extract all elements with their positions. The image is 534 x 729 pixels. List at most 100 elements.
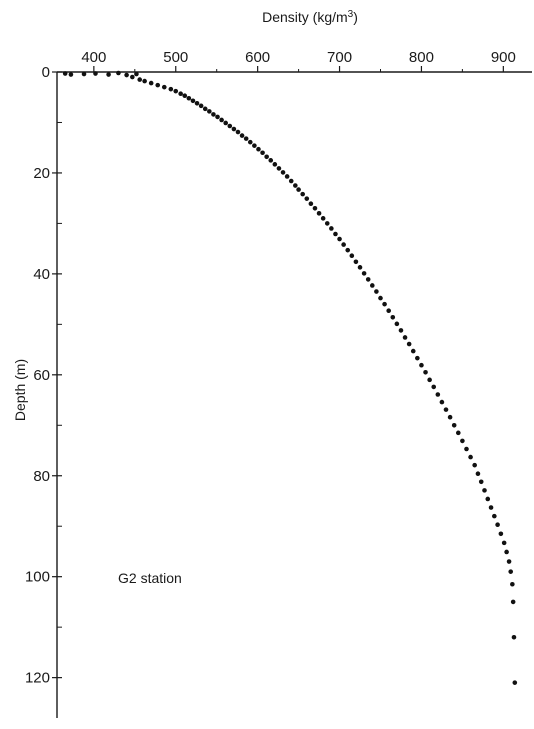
data-point [382,301,387,307]
data-point [435,392,441,397]
data-point [256,146,261,152]
data-point [512,680,518,685]
data-point [231,126,237,132]
data-point [475,471,481,477]
x-tick-label: 500 [163,49,188,66]
x-axis-title: Density (kg/m3) [262,9,358,25]
data-point [415,355,420,361]
data-point [478,479,484,485]
data-point [370,283,375,288]
data-point [186,95,192,101]
data-point [182,93,188,99]
data-point [155,82,161,88]
x-tick-label: 900 [491,49,516,66]
y-tick-label: 100 [25,569,50,586]
data-point [211,112,216,117]
data-point [349,253,355,259]
data-point [194,100,200,106]
data-point [316,211,322,216]
data-point [173,88,179,94]
data-point [106,72,111,77]
data-point [161,84,167,90]
data-point [511,634,517,640]
data-point [130,74,135,80]
data-point [460,438,465,444]
data-point [190,98,196,104]
data-point [198,103,204,109]
data-point [227,123,233,129]
y-tick-label: 40 [33,266,50,283]
data-point [137,77,143,82]
data-point [427,377,432,383]
data-point [508,569,514,574]
data-point [365,277,371,282]
x-tick-label: 400 [81,49,106,66]
station-annotation: G2 station [118,570,182,586]
data-point [482,488,487,493]
data-point [447,414,453,420]
data-point [357,265,363,270]
data-point [468,454,473,460]
data-point [320,216,326,221]
data-point [419,362,424,368]
data-point [252,143,257,148]
data-point [268,158,274,163]
data-point [410,348,416,354]
data-point [451,422,457,428]
data-point [312,205,318,211]
data-point [288,178,294,184]
data-point [402,335,408,340]
data-point [406,341,412,347]
data-point [276,166,282,171]
x-tick-label: 700 [327,49,352,66]
data-point [134,71,139,77]
data-point [464,446,469,452]
data-point [341,242,346,247]
data-point [223,120,229,126]
data-point [324,221,330,226]
data-point [142,78,147,84]
data-point [68,72,74,77]
data-point [431,384,437,390]
data-point [284,174,290,179]
y-tick-label: 0 [42,64,50,81]
data-point [215,114,220,120]
data-point [455,430,461,436]
data-point [247,139,253,145]
data-point [93,71,98,76]
data-point [510,599,516,605]
data-point [492,513,497,519]
data-point [333,231,338,237]
data-point [495,522,500,528]
data-point [260,150,265,156]
data-point [498,531,504,537]
data-point [308,201,314,207]
data-point [374,289,379,294]
y-axis: 0 20 40 60 80 100 120 [25,64,62,718]
data-point [423,369,428,375]
data-point [296,187,301,192]
data-point [488,505,494,510]
y-tick-label: 60 [33,367,50,384]
data-point [62,71,68,76]
data-point [272,162,278,167]
data-point [219,117,224,123]
data-point [443,407,449,412]
data-point [439,399,445,405]
data-point [235,129,241,135]
data-point [304,196,310,201]
data-point [485,496,491,502]
data-point [124,72,129,78]
data-point [168,86,174,92]
data-point [81,71,87,77]
y-axis-title: Depth (m) [12,359,28,421]
y-tick-label: 20 [33,165,50,182]
data-point [394,321,400,327]
data-point [510,581,515,587]
x-tick-label: 800 [409,49,434,66]
x-axis-title-superscript: 3 [348,9,354,20]
data-point [345,247,351,253]
data-point [116,70,121,76]
data-point [239,133,245,138]
